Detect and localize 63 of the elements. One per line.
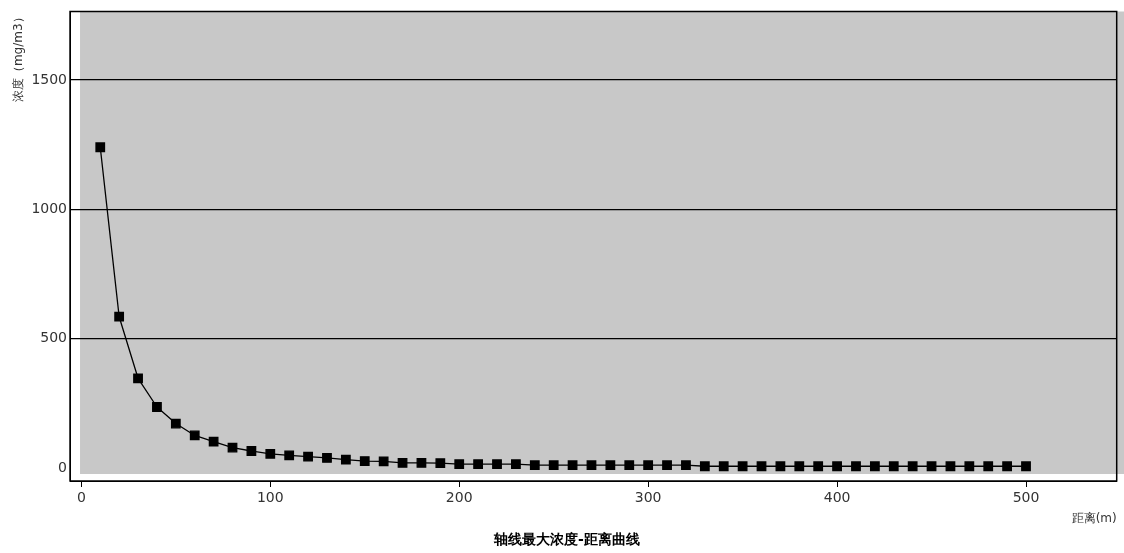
point: [378, 456, 389, 467]
point: [832, 461, 842, 472]
point: [454, 459, 465, 470]
point: [208, 436, 219, 447]
point: [359, 456, 370, 466]
point: [567, 460, 578, 471]
point: [340, 454, 351, 465]
x-tick-label: 200: [445, 489, 473, 506]
point: [416, 458, 427, 468]
y-tick-label: 1000: [31, 199, 68, 216]
point: [662, 460, 672, 471]
point: [529, 460, 540, 471]
point: [775, 461, 786, 472]
point: [851, 461, 861, 472]
point: [907, 461, 918, 472]
x-tick-label: 400: [823, 489, 851, 506]
point: [718, 461, 729, 472]
point: [95, 142, 106, 153]
x-axis-title: 距离(m): [1071, 511, 1117, 526]
y-tick-label: 500: [40, 329, 68, 346]
point: [189, 430, 200, 441]
point: [511, 459, 521, 470]
point: [397, 458, 408, 468]
point: [756, 461, 767, 472]
point: [473, 459, 484, 470]
point: [945, 461, 956, 472]
point: [246, 446, 257, 456]
x-tick-label: 300: [634, 489, 662, 506]
point: [699, 461, 710, 472]
point: [681, 460, 691, 471]
y-axis-title: 浓度（mg/m3）: [11, 11, 26, 103]
point: [265, 448, 276, 459]
point: [737, 461, 748, 472]
y-tick-label: 1500: [31, 70, 68, 87]
point: [605, 460, 616, 471]
x-tick-label: 100: [256, 489, 284, 506]
point: [624, 460, 635, 471]
point: [964, 461, 975, 472]
point: [152, 402, 162, 412]
point: [643, 460, 654, 471]
point: [492, 459, 502, 470]
point: [133, 373, 143, 384]
x-tick-label: 0: [76, 489, 86, 506]
point: [435, 458, 446, 469]
point: [869, 461, 880, 472]
point: [284, 450, 295, 461]
point: [548, 460, 559, 471]
point: [303, 451, 313, 462]
point: [322, 453, 332, 463]
point: [1021, 461, 1031, 472]
point: [983, 461, 994, 472]
point: [1002, 461, 1013, 472]
point: [888, 461, 899, 472]
point: [586, 460, 597, 471]
point: [170, 418, 181, 429]
text: 轴线最大浓度-距离曲线: [493, 531, 640, 548]
y-tick-label: 0: [58, 458, 68, 475]
point: [794, 461, 805, 472]
x-tick-label: 500: [1012, 489, 1040, 506]
point: [114, 311, 125, 322]
point: [813, 461, 824, 472]
point: [926, 461, 937, 472]
point: [227, 442, 238, 453]
